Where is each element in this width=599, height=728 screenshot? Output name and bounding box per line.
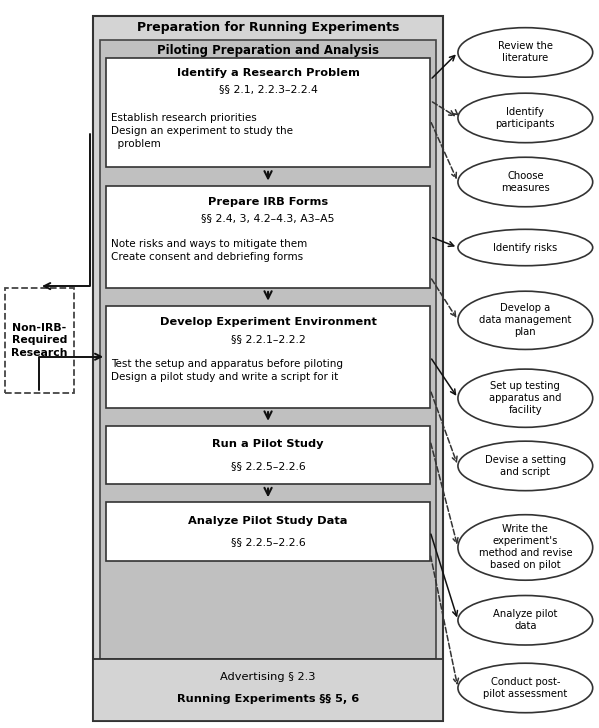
- Text: Establish research priorities
Design an experiment to study the
  problem: Establish research priorities Design an …: [111, 113, 293, 149]
- Text: Identify
participants: Identify participants: [495, 107, 555, 129]
- Bar: [5, 288, 74, 393]
- Text: Conduct post-
pilot assessment: Conduct post- pilot assessment: [483, 677, 567, 699]
- Bar: [106, 502, 430, 561]
- Text: Prepare IRB Forms: Prepare IRB Forms: [208, 197, 328, 207]
- Text: §§ 2.4, 3, 4.2–4.3, A3–A5: §§ 2.4, 3, 4.2–4.3, A3–A5: [201, 214, 335, 224]
- Ellipse shape: [458, 229, 593, 266]
- Bar: [93, 659, 443, 721]
- Text: Analyze pilot
data: Analyze pilot data: [493, 609, 558, 631]
- Bar: [100, 40, 436, 659]
- Text: Devise a setting
and script: Devise a setting and script: [485, 455, 566, 477]
- Ellipse shape: [458, 515, 593, 580]
- Text: Write the
experiment's
method and revise
based on pilot: Write the experiment's method and revise…: [479, 524, 572, 571]
- Ellipse shape: [458, 663, 593, 713]
- Ellipse shape: [458, 93, 593, 143]
- Bar: [93, 16, 443, 721]
- Text: §§ 2.2.5–2.2.6: §§ 2.2.5–2.2.6: [231, 461, 305, 471]
- Ellipse shape: [458, 596, 593, 645]
- Text: Piloting Preparation and Analysis: Piloting Preparation and Analysis: [157, 44, 379, 58]
- Bar: [106, 306, 430, 408]
- Bar: [106, 426, 430, 484]
- Text: Preparation for Running Experiments: Preparation for Running Experiments: [137, 21, 400, 34]
- Ellipse shape: [458, 157, 593, 207]
- Text: Non-IRB-
Required
Research: Non-IRB- Required Research: [11, 323, 68, 357]
- Text: Run a Pilot Study: Run a Pilot Study: [212, 439, 324, 449]
- Text: Test the setup and apparatus before piloting
Design a pilot study and write a sc: Test the setup and apparatus before pilo…: [111, 359, 343, 382]
- Text: Set up testing
apparatus and
facility: Set up testing apparatus and facility: [489, 381, 562, 415]
- Text: §§ 2.1, 2.2.3–2.2.4: §§ 2.1, 2.2.3–2.2.4: [219, 84, 317, 95]
- Ellipse shape: [458, 441, 593, 491]
- Bar: [106, 58, 430, 167]
- Text: Identify risks: Identify risks: [493, 242, 558, 253]
- Text: Develop a
data management
plan: Develop a data management plan: [479, 304, 571, 337]
- Text: Choose
measures: Choose measures: [501, 171, 550, 193]
- Text: Identify a Research Problem: Identify a Research Problem: [177, 68, 359, 78]
- Text: Running Experiments §§ 5, 6: Running Experiments §§ 5, 6: [177, 694, 359, 703]
- Ellipse shape: [458, 28, 593, 77]
- Ellipse shape: [458, 369, 593, 427]
- Text: Advertising § 2.3: Advertising § 2.3: [220, 672, 316, 681]
- Bar: [106, 186, 430, 288]
- Text: Develop Experiment Environment: Develop Experiment Environment: [159, 317, 377, 327]
- Text: Analyze Pilot Study Data: Analyze Pilot Study Data: [188, 515, 348, 526]
- Text: §§ 2.2.1–2.2.2: §§ 2.2.1–2.2.2: [231, 334, 305, 344]
- Text: Note risks and ways to mitigate them
Create consent and debriefing forms: Note risks and ways to mitigate them Cre…: [111, 239, 307, 262]
- Text: Review the
literature: Review the literature: [498, 41, 553, 63]
- Text: §§ 2.2.5–2.2.6: §§ 2.2.5–2.2.6: [231, 537, 305, 547]
- Ellipse shape: [458, 291, 593, 349]
